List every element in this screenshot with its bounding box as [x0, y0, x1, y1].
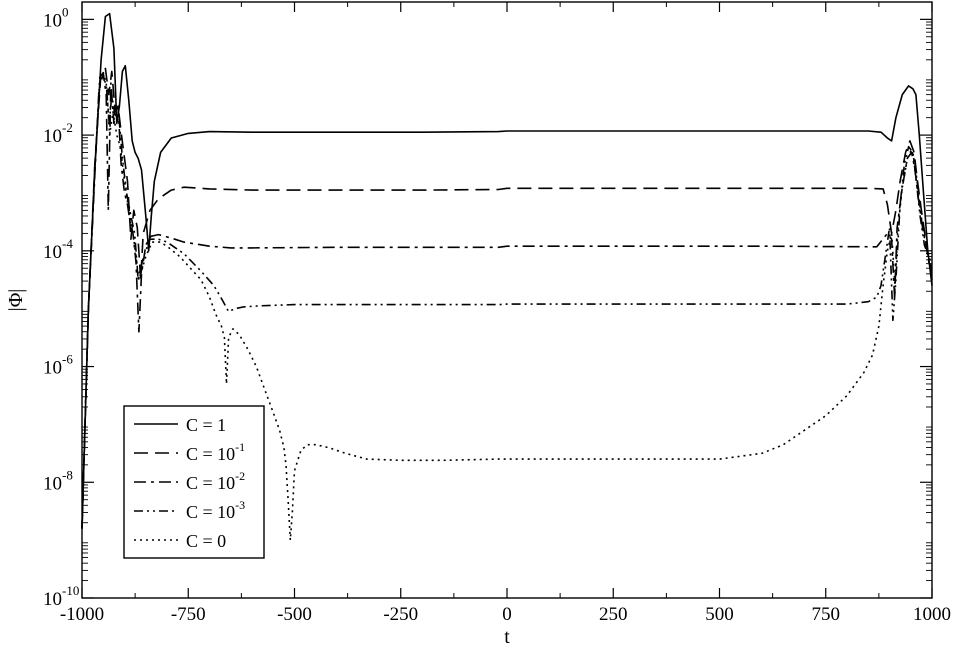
- y-tick-exponent: -10: [62, 583, 79, 598]
- y-tick-exponent: -2: [62, 120, 73, 135]
- legend: C = 1C = 10-1C = 10-2C = 10-3C = 0: [123, 405, 265, 559]
- x-tick-label: 750: [812, 604, 841, 625]
- y-tick-label: 10: [43, 589, 62, 610]
- x-axis-ticks: -1000 -750 -500 -250 0 250 500 750 1000: [60, 2, 951, 625]
- y-tick-exponent: 0: [62, 4, 69, 19]
- x-tick-label: 1000: [913, 604, 951, 625]
- y-tick-label: 10: [43, 358, 62, 379]
- x-tick-label: 0: [502, 604, 512, 625]
- minor-ticks: [82, 21, 932, 582]
- y-tick-exponent: -4: [62, 236, 73, 251]
- series-line-1: [81, 67, 933, 529]
- legend-label-exponent: -2: [235, 469, 245, 483]
- legend-label-exponent: -1: [235, 440, 245, 454]
- legend-box: [123, 405, 265, 559]
- series-line-3: [81, 71, 933, 529]
- x-tick-label: -500: [277, 604, 312, 625]
- series-line-4: [81, 73, 933, 541]
- series-line-0: [81, 12, 933, 529]
- series-group: [81, 12, 933, 541]
- x-tick-label: 250: [599, 604, 628, 625]
- y-tick-label: 10: [43, 242, 62, 263]
- x-axis-label: t: [504, 626, 510, 647]
- x-tick-label: -250: [383, 604, 418, 625]
- legend-label: C = 1: [186, 415, 226, 435]
- y-tick-label: 10: [43, 126, 62, 147]
- y-tick-label: 10: [43, 10, 62, 31]
- legend-label: C = 0: [186, 531, 226, 551]
- x-tick-label: -1000: [60, 604, 104, 625]
- y-tick-exponent: -6: [62, 352, 73, 367]
- series-line-2: [81, 73, 933, 529]
- x-tick-label: -750: [171, 604, 206, 625]
- legend-label-exponent: -3: [235, 498, 245, 512]
- y-tick-label: 10: [43, 473, 62, 494]
- x-tick-label: 500: [705, 604, 734, 625]
- y-axis-label: |Φ|: [5, 289, 27, 312]
- y-tick-exponent: -8: [62, 467, 73, 482]
